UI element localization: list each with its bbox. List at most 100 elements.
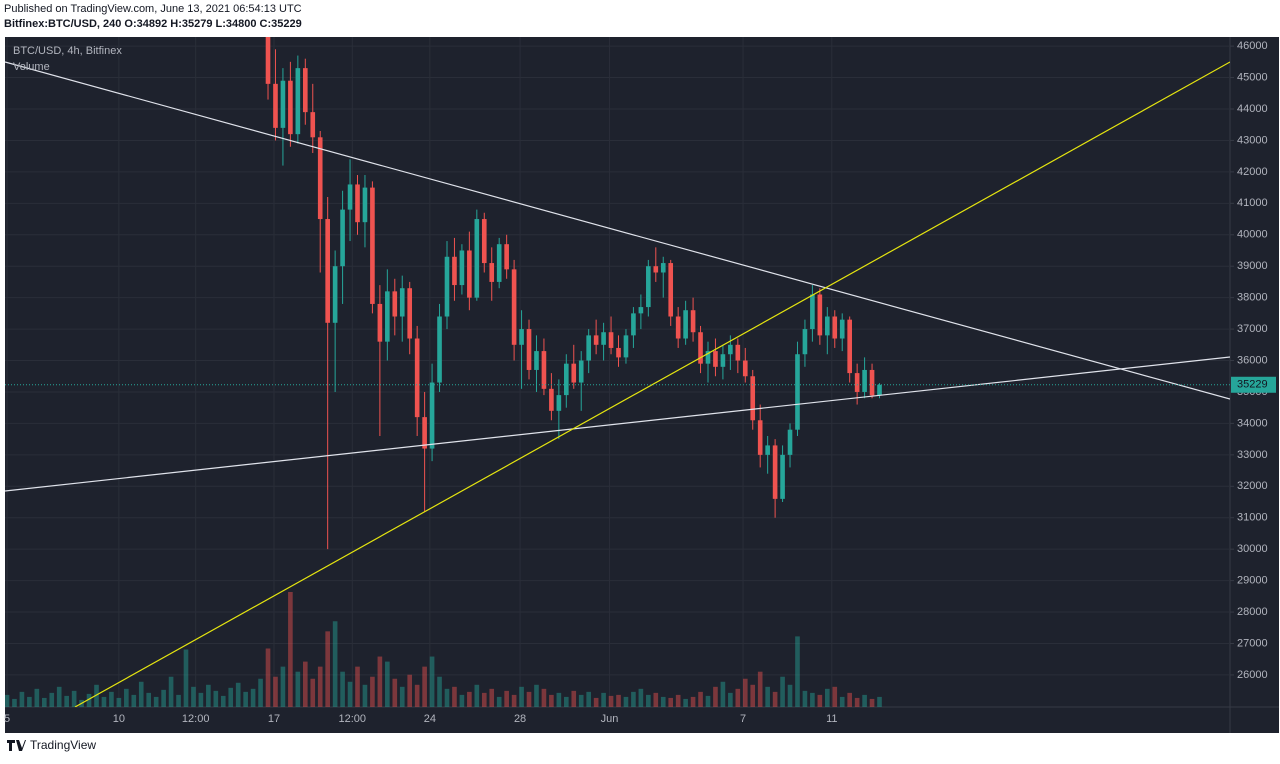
volume-bar: [414, 684, 420, 707]
candle-body: [265, 37, 271, 84]
x-tick-label: 28: [514, 713, 526, 725]
volume-bar: [750, 684, 756, 707]
volume-bar: [832, 686, 838, 707]
volume-bar: [265, 648, 271, 707]
y-tick-label: 38000: [1237, 292, 1268, 304]
candle-body: [757, 420, 763, 455]
volume-bar: [235, 682, 241, 707]
candle-body: [407, 288, 413, 339]
volume-bar: [795, 636, 800, 707]
candle-body: [802, 329, 808, 355]
y-tick-label: 31000: [1237, 512, 1268, 524]
candle-body: [616, 347, 621, 358]
symbol-line: Bitfinex:BTC/USD, 240 O:34892 H:35279 L:…: [4, 18, 302, 30]
volume-bar: [869, 698, 875, 707]
volume-bar: [101, 696, 107, 707]
volume-bar: [146, 692, 152, 707]
volume-bar: [243, 691, 248, 707]
volume-bar: [437, 676, 442, 707]
brand-logo: [7, 740, 26, 751]
candle-body: [414, 338, 420, 418]
candle-body: [660, 263, 666, 273]
volume-bar: [660, 696, 666, 707]
candle-body: [832, 316, 838, 339]
volume-bar: [56, 686, 62, 707]
volume-bar: [220, 695, 226, 707]
candle-body: [273, 83, 278, 128]
volume-bar: [310, 678, 316, 707]
volume-bar: [168, 676, 174, 707]
volume-bar: [742, 678, 748, 707]
published-line: Published on TradingView.com, June 13, 2…: [4, 3, 302, 15]
volume-bar: [5, 694, 10, 707]
candle-body: [317, 137, 323, 220]
candle-body: [742, 360, 748, 377]
volume-bar: [138, 681, 144, 707]
y-tick-label: 30000: [1237, 543, 1268, 555]
volume-bar: [317, 666, 323, 707]
candle-body: [459, 250, 465, 286]
x-tick-label: 10: [113, 713, 125, 725]
candle-body: [310, 112, 316, 138]
volume-bar: [563, 696, 569, 707]
volume-bar: [854, 697, 860, 707]
candle-body: [534, 351, 539, 370]
candle-body: [489, 263, 495, 282]
volume-bar: [86, 693, 92, 707]
volume-bar: [116, 697, 122, 707]
candle-body: [728, 344, 733, 355]
y-tick-label: 42000: [1237, 166, 1268, 178]
candle-body: [437, 316, 442, 383]
volume-bar: [34, 688, 40, 707]
volume-bar: [362, 684, 368, 707]
y-tick-label: 45000: [1237, 71, 1268, 83]
volume-bar: [109, 691, 114, 707]
volume-bar: [496, 696, 502, 707]
volume-bar: [325, 631, 330, 707]
candle-body: [787, 429, 793, 455]
candle-body: [869, 369, 875, 396]
volume-bar: [556, 692, 562, 707]
volume-bar: [877, 696, 882, 707]
footer: TradingView: [6, 738, 96, 752]
candle-body: [340, 209, 345, 267]
x-tick-label: 12:00: [182, 713, 210, 725]
volume-bar: [526, 691, 532, 707]
x-tick-label: 12:00: [339, 713, 367, 725]
volume-bar: [817, 694, 823, 707]
legend-title: BTC/USD, 4h, Bitfinex: [13, 45, 122, 57]
volume-bar: [452, 686, 457, 707]
volume-bar: [787, 684, 793, 707]
y-tick-label: 33000: [1237, 449, 1268, 461]
candle-body: [422, 417, 427, 449]
candle-body: [332, 266, 338, 323]
volume-bar: [206, 684, 211, 707]
volume-bar: [131, 694, 137, 707]
volume-bar: [228, 687, 234, 707]
volume-bar: [429, 656, 435, 707]
volume-bar: [295, 671, 301, 707]
volume-bar: [422, 666, 427, 707]
candle-body: [444, 256, 450, 317]
candle-body: [325, 219, 330, 323]
candle-body: [780, 454, 785, 499]
volume-bar: [757, 671, 763, 707]
volume-bar: [690, 696, 696, 707]
volume-bar: [646, 694, 651, 707]
volume-bar: [280, 666, 286, 707]
volume-bar: [519, 686, 524, 707]
y-tick-label: 40000: [1237, 229, 1268, 241]
candle-body: [608, 332, 614, 348]
volume-bar: [407, 674, 413, 707]
candle-body: [646, 266, 651, 308]
volume-bar: [765, 686, 770, 707]
volume-bar: [549, 694, 554, 707]
volume-bar: [161, 689, 166, 707]
volume-bar: [474, 684, 480, 707]
volume-bar: [675, 694, 681, 707]
volume-bar: [347, 681, 353, 707]
candle-body: [355, 184, 360, 223]
volume-bar: [810, 692, 815, 707]
volume-bar: [71, 690, 77, 707]
